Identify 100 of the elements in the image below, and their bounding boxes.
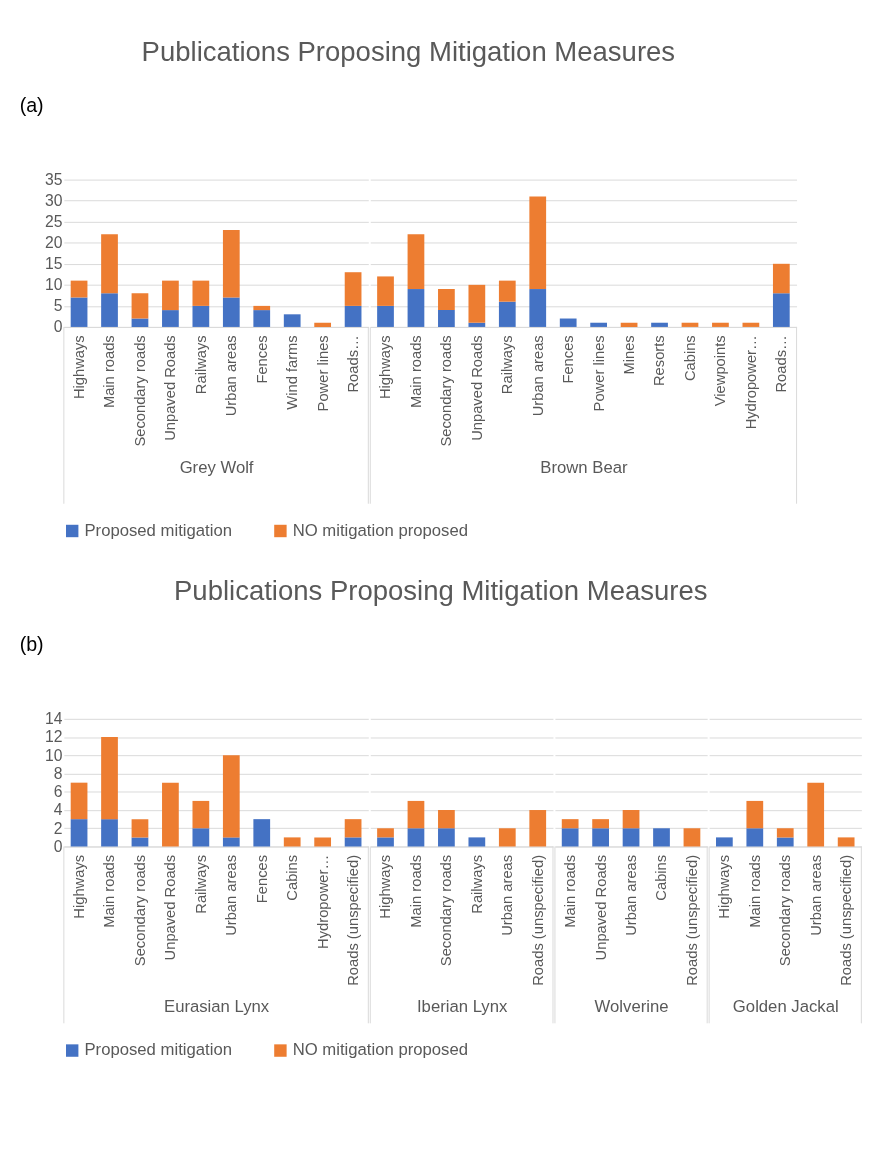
bar — [620, 322, 638, 327]
y-tick-label: 14 — [44, 710, 63, 728]
bar — [772, 293, 790, 327]
x-tick-label: Power lines — [590, 335, 607, 412]
x-tick-label: Roads… — [773, 335, 790, 393]
bar — [498, 280, 516, 302]
bar — [131, 318, 149, 327]
x-tick-label: Highways — [70, 854, 87, 919]
bar — [746, 828, 764, 847]
x-tick-label: Cabins — [653, 854, 670, 901]
bar — [468, 322, 486, 327]
y-tick-label: 8 — [53, 764, 63, 782]
legend-label: Proposed mitigation — [84, 1040, 232, 1060]
x-tick-label: Urban areas — [807, 854, 824, 936]
x-tick-label: Highways — [716, 854, 733, 919]
x-tick-label: Secondary roads — [438, 854, 455, 967]
bar — [498, 828, 516, 847]
x-tick-label: Unpaved Roads — [592, 854, 609, 961]
y-tick-label: 4 — [53, 801, 63, 819]
y-tick-label: 5 — [53, 297, 63, 315]
x-tick-label: Unpaved Roads — [162, 854, 179, 961]
bar — [344, 819, 362, 838]
bar — [162, 280, 179, 311]
x-tick-label: Highways — [377, 335, 394, 400]
x-tick-label: Hydropower… — [742, 335, 759, 430]
x-tick-label: Main roads — [746, 854, 763, 928]
bar — [651, 322, 668, 327]
y-tick-label: 25 — [44, 213, 63, 231]
bar — [529, 810, 547, 847]
bar — [712, 322, 729, 327]
x-tick-label: Secondary roads — [131, 854, 148, 967]
bar — [70, 280, 88, 298]
bar — [192, 305, 210, 327]
bar — [162, 782, 179, 847]
bar — [70, 819, 88, 847]
x-tick-label: Power lines — [314, 335, 331, 412]
bar — [559, 318, 577, 327]
bar — [438, 828, 455, 847]
bar — [746, 800, 764, 829]
x-axis-title: Golden Jackal — [732, 997, 839, 1017]
x-tick-label: Resorts — [651, 335, 668, 386]
x-axis-title: Eurasian Lynx — [164, 997, 270, 1017]
x-tick-label: Highways — [70, 335, 87, 400]
bar — [407, 800, 425, 829]
bar — [837, 837, 855, 847]
x-tick-label: Urban areas — [223, 335, 240, 417]
y-tick-label: 20 — [44, 234, 63, 252]
x-tick-label: Roads (unspecified) — [683, 854, 700, 986]
y-tick-label: 6 — [53, 783, 63, 801]
bar — [438, 310, 455, 327]
bar — [772, 263, 790, 294]
bar — [715, 837, 733, 847]
text: (b) — [19, 633, 44, 656]
bar — [407, 828, 425, 847]
bar — [70, 297, 88, 327]
bar — [101, 234, 118, 294]
x-tick-label: Hydropower… — [314, 854, 331, 949]
bar — [529, 196, 547, 290]
x-tick-label: Unpaved Roads — [162, 335, 179, 441]
bar — [131, 293, 149, 319]
x-tick-label: Fences — [253, 335, 270, 384]
bar — [407, 234, 425, 290]
bar — [283, 837, 301, 847]
legend-label: Proposed mitigation — [84, 520, 232, 540]
x-tick-label: Main roads — [407, 335, 424, 409]
bar — [314, 322, 332, 327]
y-tick-label: 2 — [53, 819, 63, 837]
y-tick-label: 30 — [44, 192, 63, 210]
bar — [101, 819, 118, 847]
bar — [192, 280, 210, 306]
x-tick-label: Railways — [192, 335, 209, 395]
y-tick-label: 0 — [53, 837, 63, 855]
x-axis-title: Wolverine — [594, 997, 669, 1017]
x-tick-label: Roads (unspecified) — [345, 854, 362, 986]
bar — [101, 293, 118, 327]
bar — [131, 819, 149, 838]
x-tick-label: Urban areas — [223, 854, 240, 936]
bar — [807, 782, 825, 847]
bar — [681, 322, 699, 327]
x-tick-label: Roads… — [345, 335, 362, 393]
x-tick-label: Wind farms — [284, 335, 301, 410]
text: Publications Proposing Mitigation Measures — [174, 574, 708, 606]
bar — [468, 284, 486, 323]
y-tick-label: 10 — [44, 276, 63, 294]
x-tick-label: Railways — [192, 854, 209, 914]
x-tick-label: Unpaved Roads — [468, 335, 485, 441]
bar — [283, 314, 301, 327]
x-tick-label: Secondary roads — [438, 335, 455, 447]
x-tick-label: Roads (unspecified) — [529, 854, 546, 986]
x-tick-label: Urban areas — [529, 335, 546, 417]
x-tick-label: Main roads — [101, 854, 118, 928]
legend-label: NO mitigation proposed — [292, 520, 468, 540]
x-tick-label: Highways — [377, 854, 394, 919]
x-tick-label: Railways — [468, 854, 485, 914]
x-axis-title: Iberian Lynx — [416, 997, 508, 1017]
text: (a) — [19, 93, 44, 116]
x-tick-label: Cabins — [681, 335, 698, 382]
bar — [70, 782, 88, 820]
x-tick-label: Mines — [621, 335, 637, 375]
bar — [590, 322, 608, 327]
